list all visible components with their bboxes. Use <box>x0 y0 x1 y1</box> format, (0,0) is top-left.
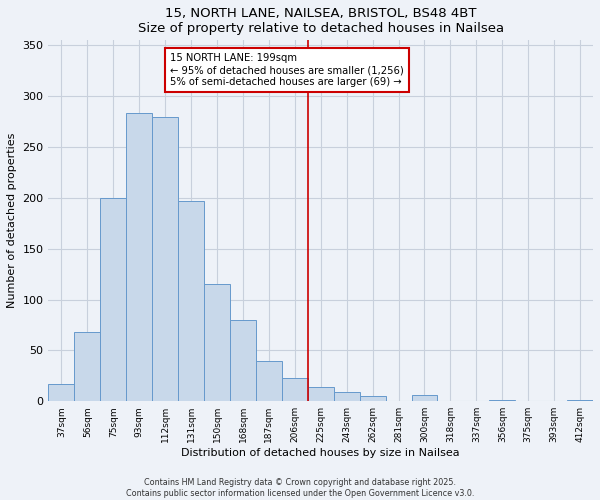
Bar <box>567 400 593 402</box>
Bar <box>334 392 359 402</box>
Title: 15, NORTH LANE, NAILSEA, BRISTOL, BS48 4BT
Size of property relative to detached: 15, NORTH LANE, NAILSEA, BRISTOL, BS48 4… <box>138 7 504 35</box>
Bar <box>412 395 437 402</box>
Bar <box>74 332 100 402</box>
Text: 15 NORTH LANE: 199sqm
← 95% of detached houses are smaller (1,256)
5% of semi-de: 15 NORTH LANE: 199sqm ← 95% of detached … <box>170 54 404 86</box>
Bar <box>178 201 204 402</box>
X-axis label: Distribution of detached houses by size in Nailsea: Distribution of detached houses by size … <box>181 448 460 458</box>
Bar <box>100 198 126 402</box>
Bar <box>359 396 386 402</box>
Bar <box>256 360 282 402</box>
Bar <box>282 378 308 402</box>
Bar <box>152 116 178 402</box>
Bar <box>308 387 334 402</box>
Bar <box>490 400 515 402</box>
Bar <box>49 384 74 402</box>
Text: Contains HM Land Registry data © Crown copyright and database right 2025.
Contai: Contains HM Land Registry data © Crown c… <box>126 478 474 498</box>
Bar <box>126 114 152 402</box>
Y-axis label: Number of detached properties: Number of detached properties <box>7 133 17 308</box>
Bar <box>230 320 256 402</box>
Bar <box>204 284 230 402</box>
